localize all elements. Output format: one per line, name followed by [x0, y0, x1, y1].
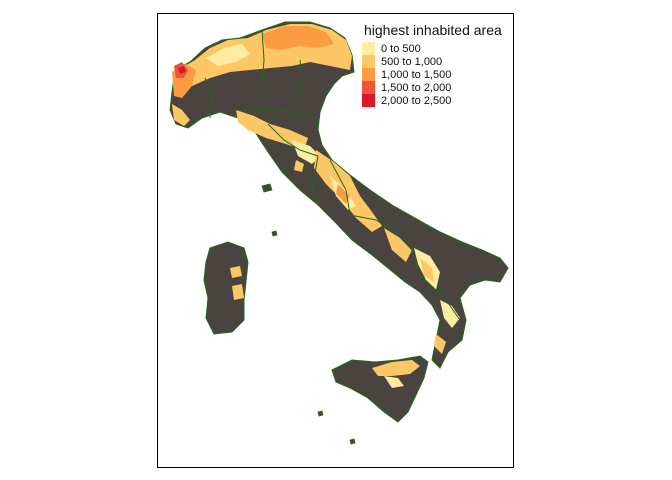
legend-item: 1,500 to 2,000 [362, 81, 502, 94]
legend-item: 2,000 to 2,500 [362, 94, 502, 107]
legend-label: 1,500 to 2,000 [381, 81, 452, 94]
italy-map [169, 21, 509, 445]
legend-label: 1,000 to 1,500 [381, 68, 452, 81]
small-island [271, 230, 278, 237]
sardinia [203, 241, 249, 335]
legend-label: 500 to 1,000 [381, 55, 443, 68]
legend-swatch [362, 81, 375, 94]
islands-elevation [230, 266, 420, 388]
legend-label: 2,000 to 2,500 [381, 94, 452, 107]
elba-island [261, 183, 273, 193]
legend-item: 500 to 1,000 [362, 55, 502, 68]
legend-swatch [362, 94, 375, 107]
legend-item: 0 to 500 [362, 42, 502, 55]
legend-title: highest inhabited area [364, 22, 502, 38]
legend-swatch [362, 55, 375, 68]
legend-swatch [362, 42, 375, 55]
small-island [349, 438, 356, 445]
region-borders [204, 29, 461, 321]
apennines-elevation [236, 110, 460, 354]
small-island [317, 410, 324, 417]
map-legend: highest inhabited area 0 to 500 500 to 1… [362, 22, 502, 107]
alps-elevation [172, 24, 352, 126]
legend-item: 1,000 to 1,500 [362, 68, 502, 81]
legend-label: 0 to 500 [381, 42, 421, 55]
legend-swatch [362, 68, 375, 81]
